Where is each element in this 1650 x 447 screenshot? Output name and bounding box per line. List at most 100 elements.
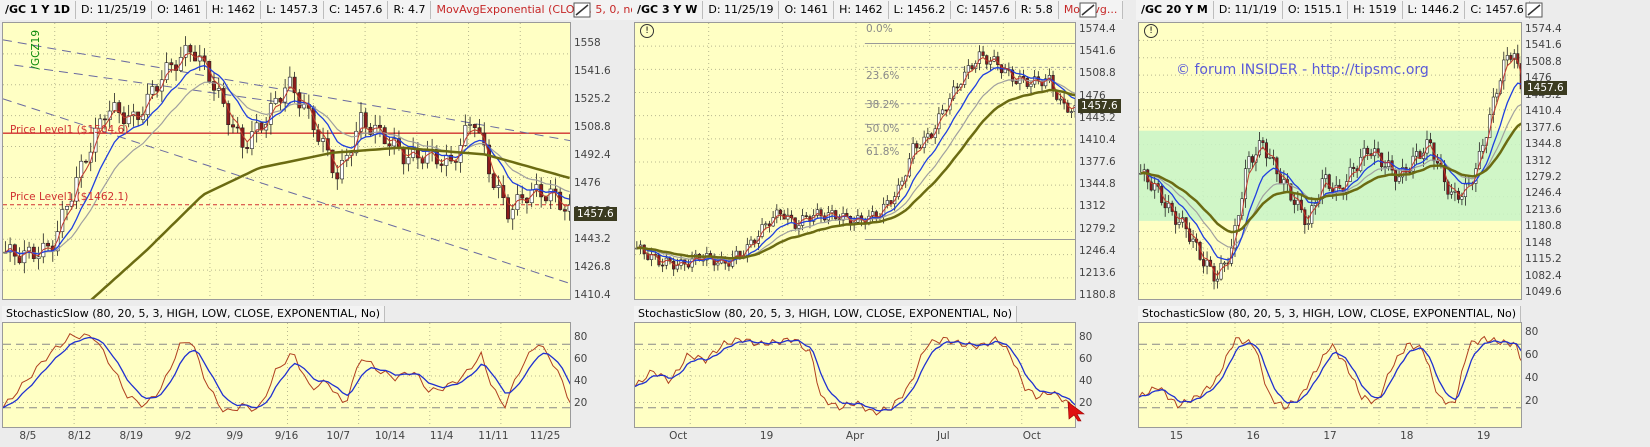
- candle: [487, 144, 491, 175]
- candle: [1223, 262, 1227, 265]
- price-tick-label: 1541.6: [574, 65, 611, 77]
- candle: [1324, 174, 1328, 179]
- study-label[interactable]: MovAvgExponential (CLOSE, 5, 0, no): [431, 1, 648, 19]
- ema-20-line: [1140, 82, 1521, 261]
- price-tick-label: 1344.8: [1079, 178, 1116, 191]
- study-header-1[interactable]: StochasticSlow (80, 20, 5, 3, HIGH, LOW,…: [2, 306, 386, 322]
- osc-tick-label: 60: [1525, 349, 1539, 361]
- candle: [1415, 151, 1419, 157]
- candle: [1460, 196, 1464, 200]
- candle: [1257, 140, 1261, 156]
- candle: [1327, 174, 1331, 189]
- osc-pane-3[interactable]: [1138, 322, 1522, 428]
- price-pane-1[interactable]: [2, 22, 571, 300]
- price-tick-label: 1279.2: [1079, 222, 1116, 235]
- candle: [1268, 157, 1272, 159]
- candle: [36, 256, 41, 259]
- candle: [207, 60, 212, 82]
- price-tick-label: 1525.2: [574, 93, 611, 105]
- candle: [283, 87, 288, 103]
- ema-20-line: [5, 64, 570, 255]
- candle: [297, 92, 302, 109]
- candle: [1495, 93, 1499, 98]
- candle: [292, 76, 297, 94]
- price-tick-label: 1148: [1525, 236, 1552, 249]
- osc-pane-2[interactable]: [634, 322, 1076, 428]
- candle: [981, 51, 985, 56]
- study-header-3[interactable]: StochasticSlow (80, 20, 5, 3, HIGH, LOW,…: [1138, 306, 1522, 322]
- candle: [1058, 98, 1063, 101]
- candle: [778, 209, 783, 215]
- price-level-label-2: Price Level1 ($1462.1): [10, 191, 129, 203]
- drawing-tools-icon[interactable]: [1525, 2, 1543, 18]
- symbol-label[interactable]: /GC 20 Y M: [1136, 1, 1214, 19]
- ema-slow-line: [636, 79, 1075, 261]
- candle: [1502, 59, 1506, 82]
- price-tick-label: 1377.6: [1525, 121, 1562, 134]
- price-tick-label: 1115.2: [1525, 253, 1562, 266]
- candle: [496, 185, 501, 189]
- candle: [169, 62, 174, 66]
- range-label: R: 4.7: [388, 1, 432, 19]
- candle: [74, 177, 79, 202]
- candle: [506, 197, 510, 220]
- candle: [278, 98, 283, 103]
- price-tick-label: 1508.8: [1079, 67, 1116, 80]
- info-icon[interactable]: !: [640, 24, 654, 38]
- candle: [392, 138, 397, 147]
- price-pane-2[interactable]: [634, 22, 1076, 300]
- candle: [197, 55, 202, 62]
- candle: [1292, 199, 1296, 205]
- osc-pane-1[interactable]: [2, 322, 571, 428]
- candle: [889, 200, 893, 205]
- price-tick-label: 1082.4: [1525, 269, 1562, 282]
- price-tick-label: 1443.2: [1079, 111, 1116, 124]
- candle: [216, 88, 221, 91]
- candle: [1174, 211, 1178, 225]
- stoch-k-line: [1139, 335, 1521, 410]
- candle: [150, 86, 155, 95]
- ema-200-line: [1140, 122, 1521, 234]
- price-tick-label: 1574.4: [1525, 23, 1562, 35]
- open-label: O: 1515.1: [1283, 1, 1349, 19]
- panel-1-header: /GC 1 Y 1D D: 11/25/19 O: 1461 H: 1462 L…: [0, 0, 648, 20]
- candle: [915, 143, 919, 149]
- chart-panel-2: /GC 3 Y W D: 11/25/19 O: 1461 H: 1462 L:…: [632, 0, 1130, 447]
- candle: [1306, 223, 1310, 226]
- osc-tick-label: 80: [574, 331, 588, 343]
- last-price-badge: 1457.6: [1524, 81, 1567, 95]
- price-pane-3[interactable]: [1138, 22, 1522, 300]
- time-tick-label: 9/2: [174, 430, 192, 442]
- candle: [988, 61, 993, 65]
- cursor-arrow-icon: [1067, 401, 1085, 422]
- last-price-badge: 1457.6: [1078, 99, 1121, 113]
- candle: [65, 206, 69, 210]
- candle: [1512, 53, 1516, 60]
- candle: [911, 143, 915, 160]
- candle: [1014, 80, 1018, 84]
- candle: [675, 265, 679, 270]
- price-tick-label: 1279.2: [1525, 170, 1562, 183]
- info-icon[interactable]: !: [1144, 24, 1158, 38]
- candle: [786, 214, 790, 220]
- drawing-tools-icon[interactable]: [573, 2, 591, 18]
- fib-level-label: 38.2%: [866, 99, 900, 111]
- symbol-label[interactable]: /GC 1 Y 1D: [0, 1, 77, 19]
- candle: [273, 98, 278, 104]
- study-header-2[interactable]: StochasticSlow (80, 20, 5, 3, HIGH, LOW,…: [634, 306, 1018, 322]
- candle: [84, 160, 88, 163]
- time-tick-label: 11/4: [429, 430, 454, 442]
- candle: [249, 131, 254, 149]
- candle: [1153, 183, 1157, 191]
- osc-tick-label: 20: [574, 397, 588, 409]
- candle: [970, 65, 974, 69]
- price-tick-label: 1246.4: [1079, 244, 1116, 257]
- drawing-tools-icon[interactable]: [1079, 2, 1097, 18]
- ema-200-line: [90, 146, 570, 299]
- time-tick-label: Jul: [937, 430, 950, 442]
- symbol-label[interactable]: /GC 3 Y W: [632, 1, 704, 19]
- time-tick-label: 9/9: [226, 430, 244, 442]
- candle: [245, 147, 250, 149]
- close-label: C: 1457.6: [951, 1, 1016, 19]
- candle: [1425, 139, 1429, 154]
